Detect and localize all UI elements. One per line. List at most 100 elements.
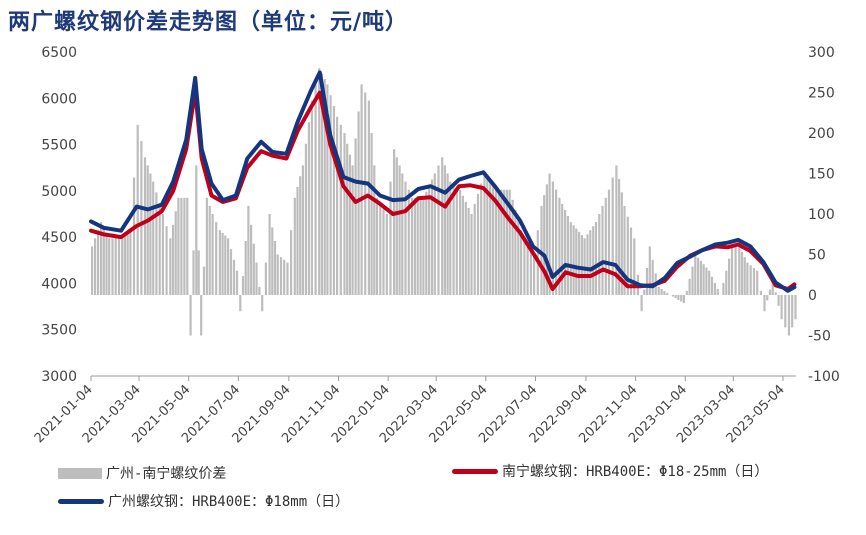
spread-bar bbox=[108, 238, 111, 295]
spread-bar bbox=[293, 197, 296, 295]
spread-bar bbox=[580, 235, 583, 295]
spread-bar bbox=[114, 238, 117, 295]
legend-guangzhou-label: 广州螺纹钢：HRB400E：Φ18mm（日） bbox=[108, 494, 350, 510]
spread-bar bbox=[529, 248, 532, 295]
legend-bar-label: 广州-南宁螺纹价差 bbox=[106, 466, 227, 482]
spread-bar bbox=[382, 208, 385, 295]
spread-bar bbox=[774, 292, 777, 295]
spread-bar bbox=[425, 191, 428, 295]
spread-bar bbox=[443, 165, 446, 295]
spread-bar bbox=[229, 249, 233, 295]
spread-bar bbox=[273, 241, 277, 295]
spread-bar bbox=[326, 84, 329, 296]
spread-bar bbox=[666, 293, 669, 295]
spread-bar bbox=[645, 268, 649, 295]
spread-bar bbox=[351, 165, 354, 295]
spread-bar bbox=[705, 267, 708, 295]
spread-bar bbox=[261, 295, 264, 312]
spread-bar bbox=[575, 228, 578, 295]
spread-bar bbox=[171, 224, 175, 295]
spread-bar bbox=[94, 238, 97, 295]
spread-bar bbox=[296, 187, 299, 295]
spread-bar bbox=[360, 84, 363, 296]
spread-bar bbox=[401, 173, 404, 295]
spread-bar bbox=[543, 195, 546, 295]
spread-bar bbox=[710, 276, 714, 295]
spread-bar bbox=[126, 232, 129, 295]
spread-bar bbox=[123, 235, 126, 295]
spread-bar bbox=[290, 230, 293, 295]
spread-bar bbox=[370, 133, 373, 295]
spread-bar bbox=[348, 154, 351, 295]
spread-bar bbox=[578, 231, 581, 295]
spread-bar bbox=[419, 197, 422, 295]
spread-bar bbox=[746, 262, 749, 295]
spread-bar bbox=[697, 257, 700, 295]
spread-bar bbox=[189, 295, 192, 336]
spread-bar bbox=[200, 295, 203, 336]
spread-bar bbox=[373, 165, 376, 295]
spread-bar bbox=[395, 157, 398, 295]
spread-bar bbox=[183, 197, 186, 295]
spread-bar bbox=[572, 225, 575, 295]
spread-bar bbox=[564, 210, 567, 295]
spread-bar bbox=[140, 141, 143, 295]
spread-bar bbox=[514, 210, 517, 295]
spread-bar bbox=[725, 270, 728, 295]
y-left-tick-label: 6000 bbox=[41, 91, 77, 107]
spread-bar bbox=[283, 259, 286, 295]
spread-bar bbox=[505, 189, 509, 295]
y-left-tick-label: 3500 bbox=[41, 323, 77, 339]
spread-bar bbox=[594, 222, 598, 295]
spread-bar bbox=[105, 232, 108, 295]
spread-bar bbox=[433, 173, 436, 295]
spread-bar bbox=[232, 259, 236, 295]
spread-bar bbox=[759, 290, 762, 295]
spread-bar bbox=[215, 222, 218, 295]
spread-bar bbox=[379, 203, 382, 295]
legend-bar: 广州-南宁螺纹价差 bbox=[58, 463, 226, 483]
legend-nanning: 南宁螺纹钢：HRB400E：Φ18-25mm（日） bbox=[452, 461, 768, 481]
spread-bar bbox=[91, 246, 94, 295]
spread-bar bbox=[158, 203, 161, 295]
spread-bar bbox=[589, 230, 592, 295]
spread-bar bbox=[483, 173, 486, 295]
spread-bar bbox=[385, 214, 388, 295]
spread-bar bbox=[611, 177, 614, 295]
spread-bar bbox=[784, 295, 787, 328]
spread-bar bbox=[561, 203, 564, 295]
spread-bar bbox=[221, 232, 224, 295]
spread-bar bbox=[663, 290, 666, 295]
spread-bar bbox=[410, 197, 414, 295]
spread-bar bbox=[364, 92, 367, 295]
spread-bar bbox=[752, 268, 756, 295]
spread-bar bbox=[677, 295, 680, 300]
spread-bar bbox=[743, 257, 746, 295]
y-right-tick-label: 100 bbox=[808, 207, 835, 223]
spread-bar bbox=[517, 220, 520, 295]
spread-bar bbox=[202, 266, 206, 295]
spread-bar bbox=[657, 286, 660, 295]
spread-bar bbox=[455, 187, 458, 295]
spread-bar bbox=[211, 214, 214, 295]
spread-bar bbox=[540, 205, 543, 295]
spread-bar bbox=[749, 265, 752, 295]
spread-bar bbox=[520, 230, 523, 295]
spread-bar bbox=[146, 165, 149, 295]
spread-bar bbox=[763, 295, 766, 312]
y-right-tick-label: 300 bbox=[808, 45, 835, 61]
spread-bar bbox=[523, 236, 526, 295]
spread-bar bbox=[489, 181, 492, 295]
spread-bar bbox=[713, 282, 716, 295]
spread-bar bbox=[307, 122, 310, 295]
spread-bar bbox=[633, 238, 636, 295]
spread-bar bbox=[318, 68, 321, 295]
spread-bar bbox=[218, 230, 221, 295]
spread-bar bbox=[682, 295, 685, 304]
spread-bar bbox=[346, 143, 349, 295]
spread-bar bbox=[255, 262, 258, 295]
spread-bar bbox=[428, 185, 431, 295]
legend-nanning-swatch bbox=[452, 468, 498, 474]
spread-bar bbox=[375, 197, 379, 295]
spread-bar bbox=[473, 203, 476, 295]
